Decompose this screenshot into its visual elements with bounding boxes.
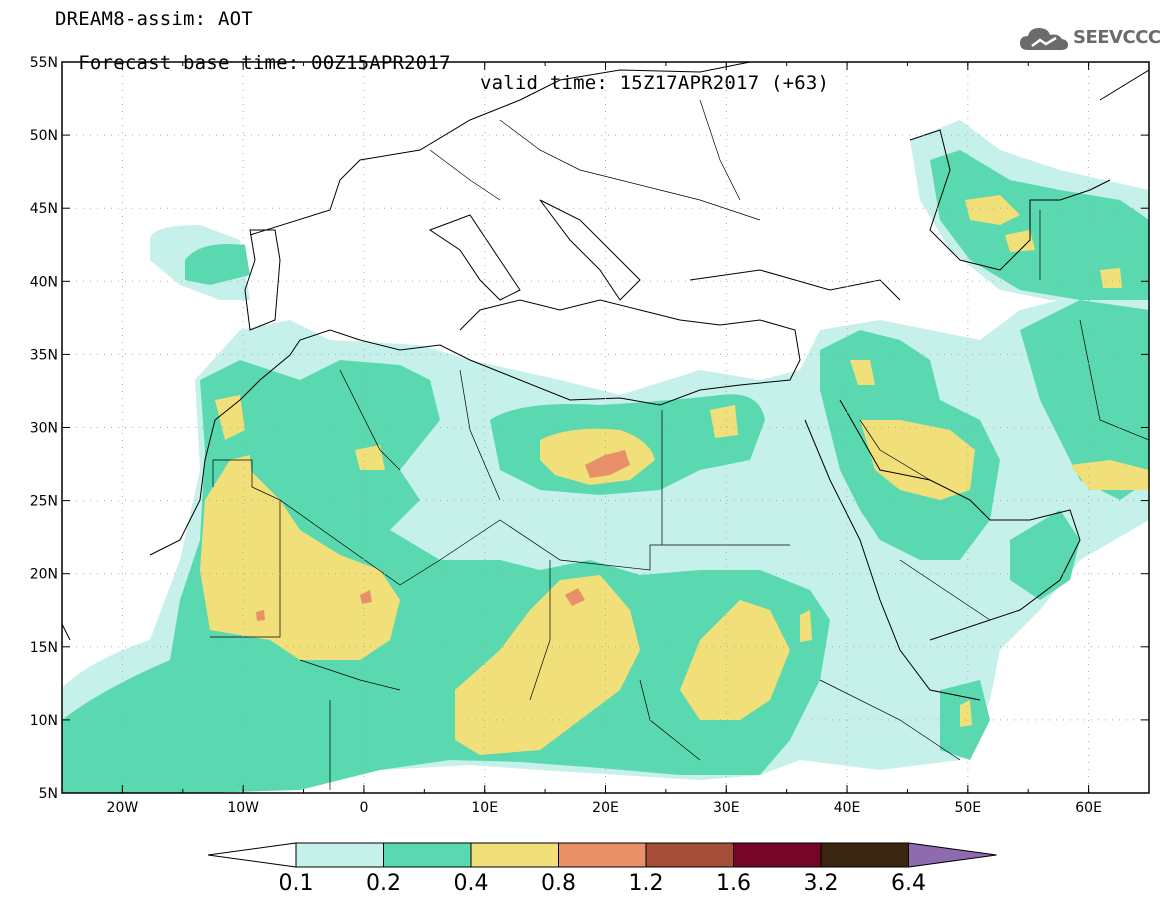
colorbar-segment xyxy=(645,842,734,868)
forecast-times: Forecast base time: 00Z15APR2017 valid t… xyxy=(55,33,829,93)
lon-label: 10E xyxy=(471,800,498,816)
lat-label: 50N xyxy=(30,128,58,144)
cloud-icon xyxy=(1020,28,1068,50)
country-borders xyxy=(210,99,1149,790)
colorbar-label: 3.2 xyxy=(804,871,839,896)
colorbar-label: 1.2 xyxy=(629,871,664,896)
lat-label: 10N xyxy=(30,713,58,729)
colorbar xyxy=(207,842,997,868)
colorbar-label: 0.8 xyxy=(541,871,576,896)
grid-lines xyxy=(62,62,1149,793)
aot-level-0.8 xyxy=(256,450,630,621)
colorbar-label: 0.4 xyxy=(454,871,489,896)
colorbar-over-arrow xyxy=(908,842,997,868)
lat-label: 45N xyxy=(30,201,58,217)
colorbar-segment xyxy=(733,842,822,868)
colorbar-label: 0.1 xyxy=(279,871,314,896)
chart-title: DREAM8-assim: AOT xyxy=(55,8,253,30)
lon-label: 50E xyxy=(954,800,981,816)
lon-label: 60E xyxy=(1075,800,1102,816)
base-time: Forecast base time: 00Z15APR2017 xyxy=(78,52,451,74)
lat-label: 25N xyxy=(30,494,58,510)
lat-label: 35N xyxy=(30,347,58,363)
lat-label: 15N xyxy=(30,640,58,656)
lat-label: 5N xyxy=(39,786,58,802)
colorbar-segment xyxy=(820,842,909,868)
lon-label: 30E xyxy=(713,800,740,816)
lat-label: 40N xyxy=(30,274,58,290)
aot-level-0.4 xyxy=(200,195,1149,755)
colorbar-label: 1.6 xyxy=(716,871,751,896)
longitude-labels: 20W 10W 0 10E 20E 30E 40E 50E 60E xyxy=(107,800,1102,816)
logo-text: SEEVCCC xyxy=(1073,27,1161,48)
coastlines xyxy=(62,62,1149,701)
colorbar-labels: 0.1 0.2 0.4 0.8 1.2 1.6 3.2 6.4 xyxy=(279,871,927,896)
lon-label: 10W xyxy=(227,800,259,816)
lat-label: 55N xyxy=(30,55,58,71)
lon-label: 20E xyxy=(592,800,619,816)
colorbar-segment xyxy=(558,842,647,868)
latitude-labels: 55N 50N 45N 40N 35N 30N 25N 20N 15N 10N 5N xyxy=(30,55,58,802)
valid-time: valid time: 15Z17APR2017 (+63) xyxy=(480,72,830,94)
aot-field xyxy=(62,62,1149,793)
axis-ticks xyxy=(61,61,1150,794)
seevccc-logo: SEEVCCC xyxy=(1018,24,1161,54)
colorbar-segment xyxy=(295,842,384,868)
colorbar-segment xyxy=(383,842,472,868)
colorbar-under-arrow xyxy=(207,842,297,868)
lon-label: 0 xyxy=(359,800,368,816)
colorbar-label: 6.4 xyxy=(891,871,926,896)
lat-label: 30N xyxy=(30,421,58,437)
colorbar-segment xyxy=(470,842,559,868)
colorbar-label: 0.2 xyxy=(366,871,401,896)
lon-label: 20W xyxy=(107,800,139,816)
lat-label: 20N xyxy=(30,567,58,583)
lon-label: 40E xyxy=(834,800,861,816)
